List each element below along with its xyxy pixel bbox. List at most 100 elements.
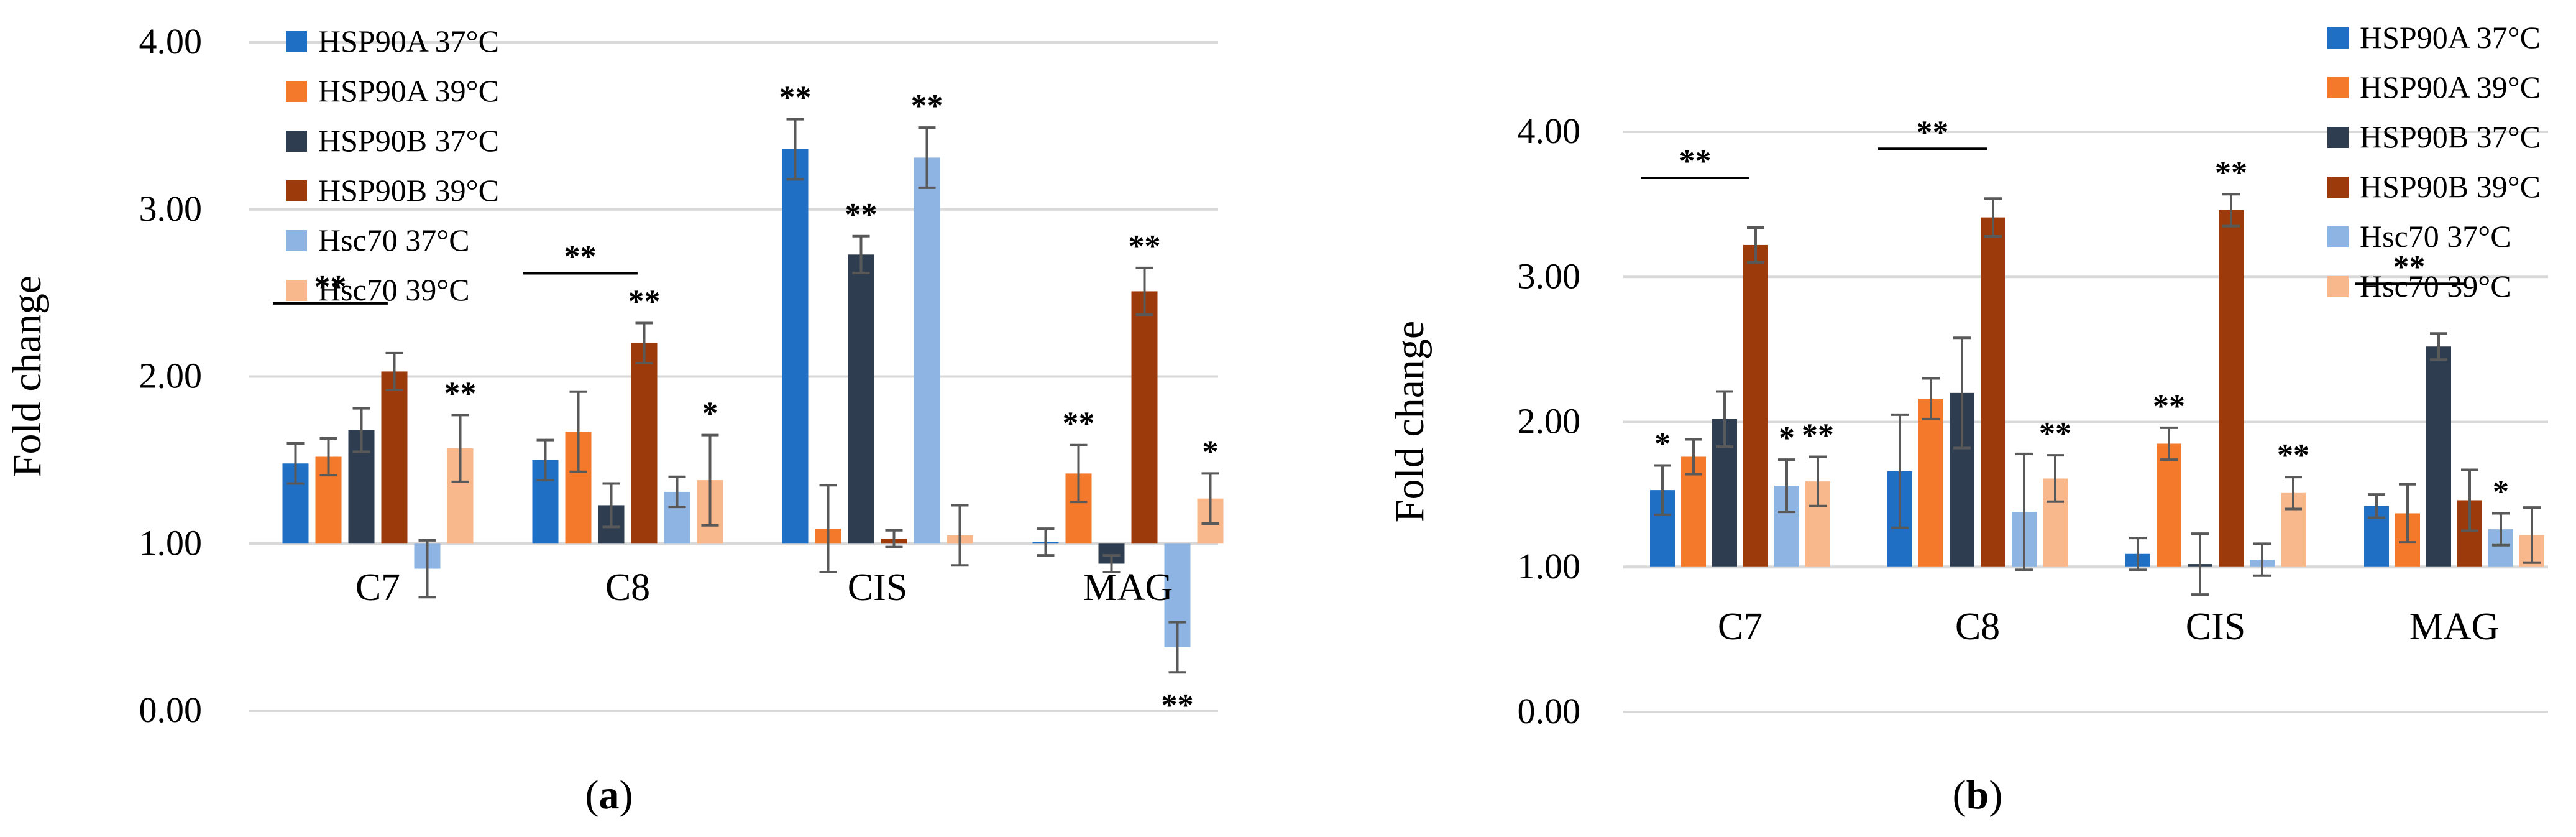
- y-tick-label: 1.00: [139, 522, 203, 563]
- error-bar: [1778, 458, 1795, 514]
- legend-swatch: [286, 131, 307, 152]
- error-bar: [2285, 476, 2302, 511]
- error-bar: [418, 539, 436, 599]
- y-tick-label: 3.00: [139, 188, 203, 229]
- significance-label: **: [444, 376, 477, 411]
- significance-label: **: [628, 284, 661, 320]
- legend-label: HSP90A 39°C: [2360, 70, 2541, 104]
- legend-label: Hsc70 39°C: [2360, 269, 2511, 303]
- legend-label: HSP90A 39°C: [318, 73, 499, 108]
- bar: [2426, 346, 2451, 567]
- x-category-label: CIS: [848, 566, 907, 609]
- x-category-label: C8: [605, 566, 650, 609]
- significance-label: **: [1063, 406, 1095, 442]
- legend-swatch: [2327, 77, 2349, 98]
- significance-label: *: [1779, 420, 1795, 456]
- significance-label: **: [1129, 229, 1161, 264]
- legend-label: HSP90A 37°C: [2360, 20, 2541, 55]
- bar: [1743, 244, 1768, 567]
- significance-label: **: [2215, 155, 2247, 190]
- legend-swatch: [286, 180, 307, 201]
- significance-label: *: [1203, 434, 1219, 469]
- error-bar: [2160, 426, 2178, 461]
- error-bar: [1168, 621, 1186, 674]
- error-bar: [1809, 455, 1827, 507]
- x-category-label: CIS: [2186, 606, 2245, 648]
- legend-label: HSP90B 37°C: [318, 123, 499, 158]
- significance-label: **: [2039, 416, 2071, 451]
- error-bar: [918, 126, 936, 189]
- significance-label: **: [1162, 688, 1194, 723]
- error-bar: [635, 321, 653, 364]
- significance-label: **: [1802, 417, 1834, 453]
- y-tick-label: 0.00: [139, 690, 203, 730]
- error-bar: [2492, 512, 2510, 547]
- legend-swatch: [2327, 177, 2349, 198]
- bracket-significance-label: **: [564, 239, 596, 275]
- error-bar: [1070, 443, 1088, 504]
- bar: [2219, 210, 2244, 567]
- error-bar: [2191, 532, 2209, 596]
- x-category-label: MAG: [1083, 566, 1173, 609]
- error-bar: [885, 529, 903, 548]
- legend-label: Hsc70 39°C: [318, 272, 470, 307]
- bar: [1981, 217, 2005, 567]
- error-bar: [2047, 454, 2064, 503]
- error-bar: [2253, 542, 2271, 577]
- y-tick-label: 2.00: [139, 356, 203, 396]
- y-tick-label: 2.00: [1518, 401, 1581, 442]
- error-bar: [286, 442, 305, 485]
- significance-label: *: [2493, 474, 2509, 509]
- error-bar: [1037, 527, 1055, 557]
- error-bar: [852, 234, 870, 274]
- legend-swatch: [2327, 127, 2349, 148]
- bar: [2157, 443, 2181, 567]
- bracket-significance-label: **: [2393, 249, 2426, 285]
- error-bar: [451, 414, 469, 483]
- y-axis-title: Fold change: [4, 275, 50, 477]
- error-bar: [1135, 266, 1153, 317]
- x-category-label: C8: [1955, 606, 2000, 648]
- significance-label: **: [2277, 438, 2309, 473]
- error-bar: [1716, 390, 1733, 448]
- error-bar: [2461, 468, 2478, 532]
- x-category-label: MAG: [2409, 606, 2500, 648]
- significance-label: *: [1654, 426, 1671, 461]
- error-bar: [1953, 336, 1971, 450]
- error-bar: [1747, 226, 1764, 264]
- significance-label: **: [845, 197, 878, 233]
- error-bar: [1984, 197, 2002, 238]
- error-bar: [569, 390, 587, 473]
- error-bar: [536, 438, 554, 482]
- bar: [381, 371, 408, 544]
- error-bar: [668, 475, 686, 509]
- legend-swatch: [2327, 276, 2349, 297]
- error-bar: [2523, 506, 2541, 564]
- legend-swatch: [2327, 27, 2349, 49]
- y-axis-title: Fold change: [1387, 321, 1432, 522]
- error-bar: [2430, 332, 2447, 361]
- error-bar: [1102, 554, 1121, 573]
- panel-label: (a): [585, 772, 633, 818]
- legend-label: HSP90B 39°C: [318, 173, 499, 208]
- error-bar: [951, 504, 969, 567]
- legend-label: HSP90A 37°C: [318, 24, 499, 58]
- bracket-significance-label: **: [1679, 144, 1712, 179]
- significance-label: **: [911, 88, 943, 124]
- error-bar: [2399, 483, 2416, 544]
- error-bar: [2015, 452, 2033, 571]
- bar: [1918, 399, 1943, 567]
- bracket-significance-label: **: [1917, 114, 1949, 150]
- error-bar: [819, 484, 837, 573]
- error-bar: [385, 351, 403, 391]
- y-tick-label: 4.00: [1518, 111, 1581, 151]
- error-bar: [1922, 377, 1940, 420]
- legend-swatch: [2327, 226, 2349, 247]
- error-bar: [1654, 464, 1671, 516]
- error-bar: [352, 407, 370, 453]
- bar: [848, 254, 874, 544]
- error-bar: [602, 482, 620, 529]
- bar: [631, 343, 658, 544]
